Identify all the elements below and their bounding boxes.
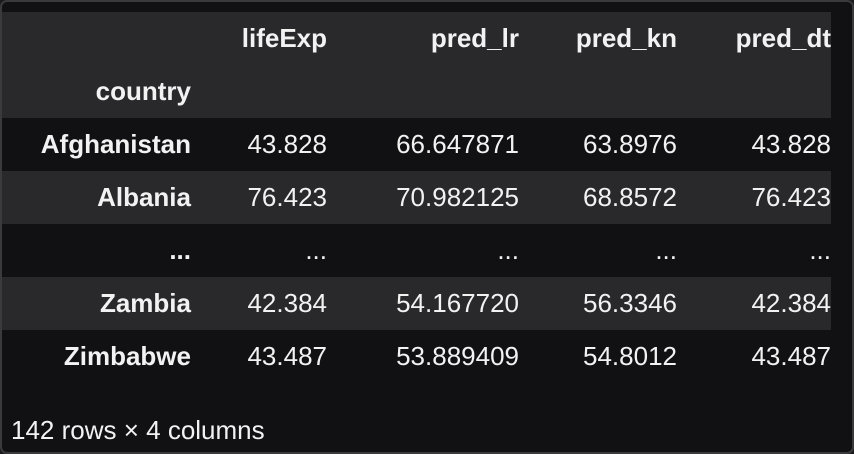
table-cell: 68.8572: [583, 182, 677, 212]
row-index: Zambia: [99, 288, 191, 318]
table-cell: 54.167720: [396, 288, 519, 318]
table-cell: 42.384: [247, 288, 327, 318]
shape-summary: 142 rows × 4 columns: [11, 415, 265, 445]
dataframe-table: lifeExp pred_lr pred_kn pred_dt country …: [2, 12, 831, 383]
table-cell: 63.8976: [583, 129, 677, 159]
column-header: pred_lr: [430, 23, 519, 53]
empty-header-cell: [191, 65, 327, 118]
table-cell: 66.647871: [396, 129, 519, 159]
table-cell: ...: [809, 235, 831, 265]
table-cell: ...: [305, 235, 327, 265]
corner-cell: [2, 12, 191, 65]
table-cell: ...: [655, 235, 677, 265]
empty-header-cell: [327, 65, 519, 118]
table-row: Afghanistan 43.828 66.647871 63.8976 43.…: [2, 118, 831, 171]
table-row: Zambia 42.384 54.167720 56.3346 42.384: [2, 277, 831, 330]
index-name-row: country: [2, 65, 831, 118]
table-cell: 53.889409: [396, 341, 519, 371]
empty-header-cell: [677, 65, 831, 118]
index-name-header: country: [95, 76, 191, 106]
row-index: Afghanistan: [40, 129, 191, 159]
table-cell: ...: [497, 235, 519, 265]
table-cell: 70.982125: [396, 182, 519, 212]
table-cell: 76.423: [247, 182, 327, 212]
table-cell: 42.384: [751, 288, 831, 318]
table-cell: 54.8012: [583, 341, 677, 371]
table-row: Albania 76.423 70.982125 68.8572 76.423: [2, 171, 831, 224]
column-header: pred_kn: [575, 23, 677, 53]
row-index: Zimbabwe: [63, 341, 191, 371]
row-index: Albania: [97, 182, 191, 212]
ellipsis-row: ... ... ... ... ...: [2, 224, 831, 277]
column-header: lifeExp: [241, 23, 327, 53]
column-header-row: lifeExp pred_lr pred_kn pred_dt: [2, 12, 831, 65]
table-cell: 43.487: [751, 341, 831, 371]
row-index: ...: [169, 235, 191, 265]
column-header: pred_dt: [735, 23, 831, 53]
table-cell: 43.828: [247, 129, 327, 159]
table-cell: 76.423: [751, 182, 831, 212]
empty-header-cell: [519, 65, 677, 118]
table-cell: 43.828: [751, 129, 831, 159]
table-cell: 56.3346: [583, 288, 677, 318]
table-cell: 43.487: [247, 341, 327, 371]
table-row: Zimbabwe 43.487 53.889409 54.8012 43.487: [2, 330, 831, 383]
